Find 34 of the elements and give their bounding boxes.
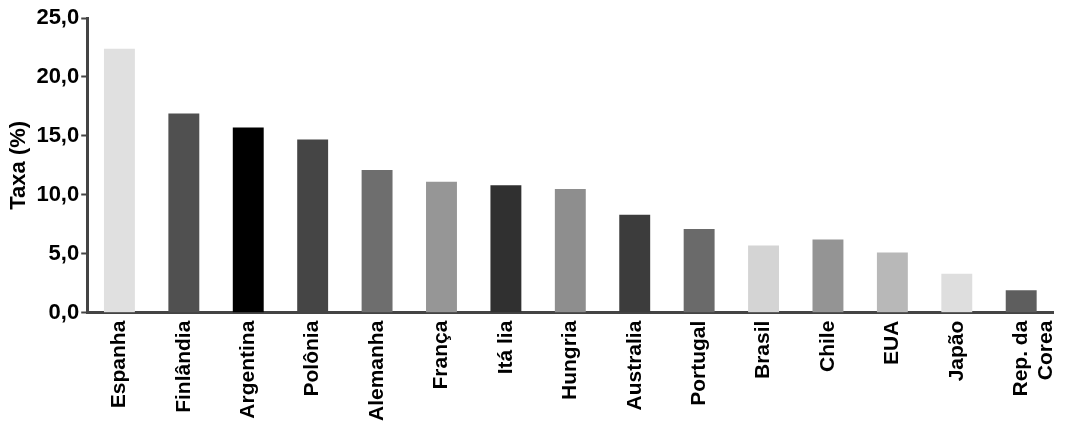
- x-tick-label: Rep. da Corea: [1008, 320, 1057, 397]
- bar: [232, 127, 264, 313]
- x-tick-label: EUA: [879, 320, 903, 365]
- y-axis-title: Taxa (%): [5, 120, 31, 210]
- bar: [683, 228, 715, 313]
- y-tick-label: 5,0: [48, 239, 80, 265]
- bar: [941, 273, 973, 313]
- x-tick-label: Polônia: [299, 320, 323, 397]
- y-tick-label: 15,0: [36, 121, 80, 147]
- x-tick-label: Portugal: [685, 320, 709, 406]
- x-tick-label: Brasil: [750, 320, 774, 380]
- x-tick-label: Espanha: [106, 320, 130, 409]
- y-tick-label: 10,0: [36, 180, 80, 206]
- x-tick-label: Chile: [814, 320, 838, 372]
- bar: [490, 185, 522, 313]
- x-tick-label: Australia: [621, 320, 645, 411]
- bar: [361, 170, 393, 313]
- y-tick-label: 25,0: [36, 4, 80, 30]
- bar: [876, 252, 908, 313]
- bar: [426, 181, 457, 313]
- bar: [103, 48, 135, 313]
- bar: [812, 239, 844, 313]
- bar: [554, 188, 586, 313]
- x-tick-label: Finlândia: [170, 320, 194, 413]
- x-tick-label: Hungria: [557, 320, 581, 400]
- x-tick-label: Argentina: [235, 320, 259, 419]
- x-tick-label: Itá lia: [492, 320, 516, 375]
- x-tick-label: Japão: [943, 320, 967, 382]
- y-tick-label: 0,0: [48, 298, 80, 324]
- x-tick-label: Alemanha: [363, 320, 387, 422]
- x-tick-label: França: [428, 320, 452, 390]
- y-tick-label: 20,0: [36, 62, 80, 88]
- bar: [748, 245, 780, 313]
- bar: [1005, 290, 1037, 313]
